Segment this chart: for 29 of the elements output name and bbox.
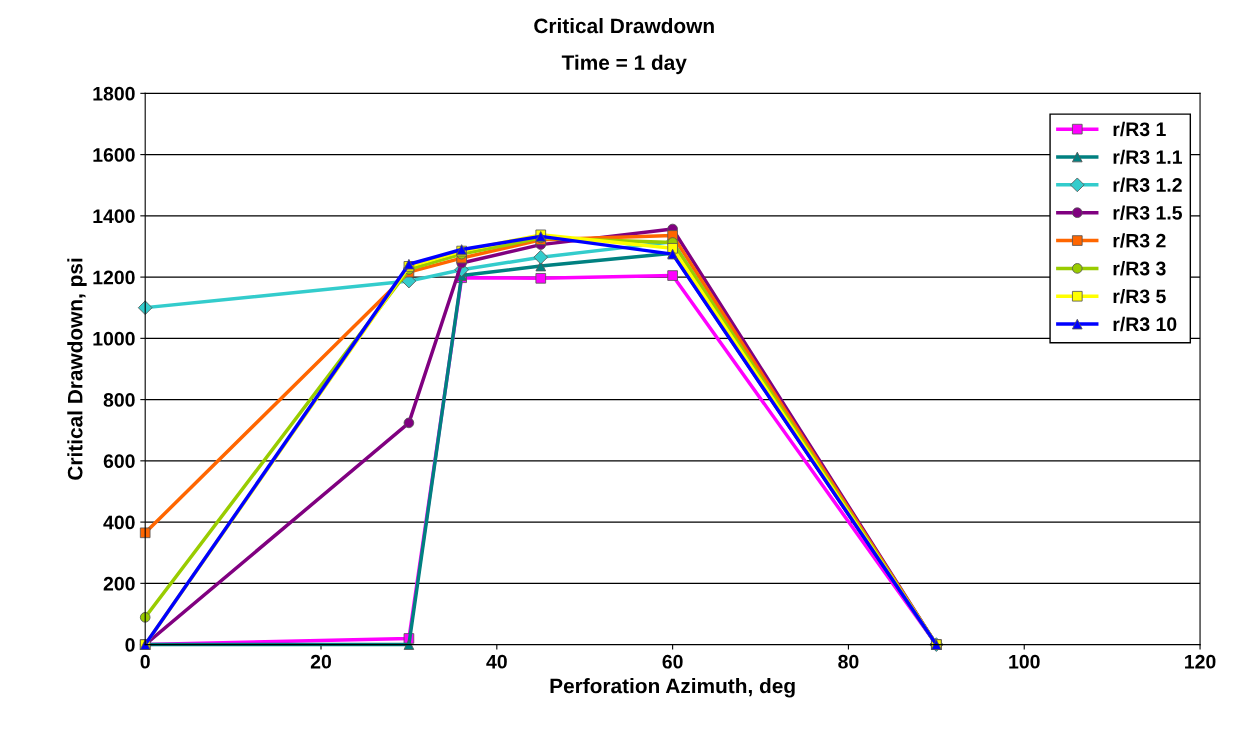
y-tick-label: 800 <box>103 393 135 407</box>
x-tick-label: 100 <box>1009 654 1040 669</box>
x-tick-label: 60 <box>662 654 683 669</box>
legend-label: r/R3 5 <box>1113 288 1166 304</box>
y-tick-label: 400 <box>103 515 135 530</box>
x-tick-label: 0 <box>140 654 150 669</box>
x-tick-label: 40 <box>486 654 507 669</box>
y-tick-label: 1200 <box>93 270 135 285</box>
y-tick-label: 1600 <box>93 148 135 162</box>
chart-subtitle: Time = 1 day <box>561 54 687 75</box>
y-tick-label: 1800 <box>93 86 135 101</box>
legend-label: r/R3 2 <box>1113 233 1166 248</box>
y-tick-label: 1000 <box>93 331 135 346</box>
legend-label: r/R3 1 <box>1113 121 1166 137</box>
legend-label: r/R3 3 <box>1113 261 1166 276</box>
legend-label: r/R3 1.1 <box>1113 149 1183 165</box>
chart-title: Critical Drawdown <box>534 17 714 34</box>
legend-label: r/R3 1.2 <box>1113 177 1182 193</box>
y-tick-label: 1400 <box>93 209 135 224</box>
y-tick-label: 600 <box>103 454 135 469</box>
y-tick-label: 200 <box>103 576 135 591</box>
y-axis-title: Critical Drawdown, psi <box>67 258 87 480</box>
legend-label: r/R3 10 <box>1113 316 1177 332</box>
legend-label: r/R3 1.5 <box>1113 205 1183 220</box>
x-axis-title: Perforation Azimuth, deg <box>550 678 795 698</box>
x-tick-label: 80 <box>838 654 859 669</box>
y-tick-label: 0 <box>125 638 135 652</box>
x-tick-label: 20 <box>310 654 332 669</box>
x-tick-label: 120 <box>1185 654 1216 669</box>
